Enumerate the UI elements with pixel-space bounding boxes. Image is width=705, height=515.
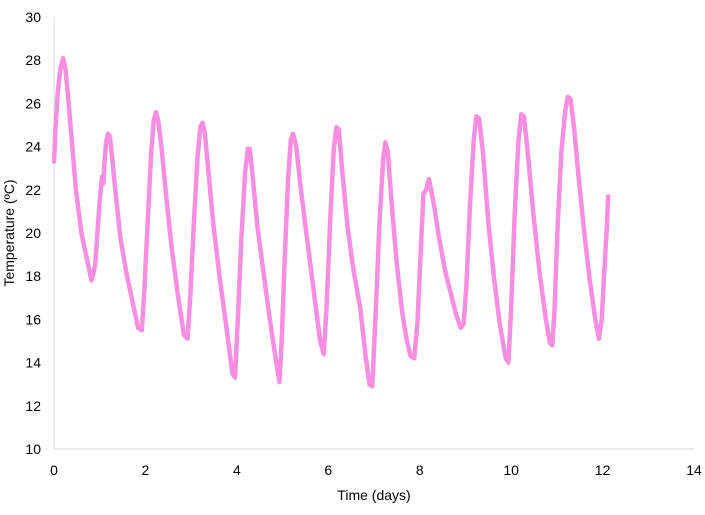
x-tick-label: 0 xyxy=(50,462,58,478)
y-tick-label: 12 xyxy=(25,398,41,414)
x-tick-label: 12 xyxy=(595,462,611,478)
x-axis-title: Time (days) xyxy=(337,487,410,503)
x-tick-label: 6 xyxy=(324,462,332,478)
y-tick-label: 20 xyxy=(25,225,41,241)
y-tick-label: 28 xyxy=(25,52,41,68)
x-tick-label: 14 xyxy=(686,462,702,478)
y-tick-label: 22 xyxy=(25,182,41,198)
series-line xyxy=(51,55,611,389)
x-tick-label: 8 xyxy=(416,462,424,478)
x-tick-label: 10 xyxy=(503,462,519,478)
y-tick-label: 24 xyxy=(25,139,41,155)
x-tick-label: 2 xyxy=(142,462,150,478)
y-tick-label: 30 xyxy=(25,9,41,25)
y-tick-label: 18 xyxy=(25,268,41,284)
y-tick-label: 10 xyxy=(25,441,41,457)
y-tick-label: 14 xyxy=(25,355,41,371)
y-tick-label: 26 xyxy=(25,95,41,111)
series-layer xyxy=(51,55,611,389)
y-tick-label: 16 xyxy=(25,311,41,327)
x-tick-label: 4 xyxy=(233,462,241,478)
y-axis-title: Temperature (ºC) xyxy=(1,179,17,286)
